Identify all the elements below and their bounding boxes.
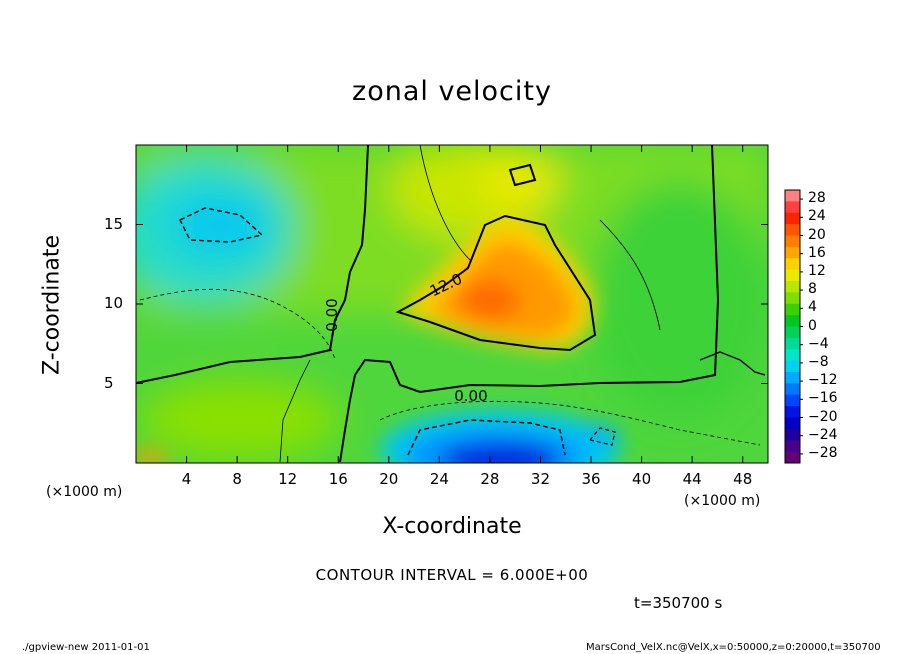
contour-neg6 bbox=[407, 419, 566, 456]
zero-contour-lower bbox=[339, 145, 720, 463]
contours bbox=[136, 145, 766, 463]
field-cold-core bbox=[440, 442, 560, 463]
x-unit-left: (×1000 m) bbox=[46, 484, 123, 500]
contour-label: 0.00 bbox=[454, 387, 488, 406]
colorbar-swatch bbox=[785, 212, 800, 225]
colorbar-label: −24 bbox=[808, 426, 838, 443]
contour-zero-noise bbox=[699, 351, 766, 376]
footer-right: MarsCond_VelX.nc@VelX,x=0:50000,z=0:2000… bbox=[586, 642, 881, 653]
colorbar-swatch bbox=[785, 190, 800, 202]
contour-neg6-lower bbox=[379, 400, 761, 446]
colorbar-swatch bbox=[785, 201, 800, 214]
field-yellowgreen-bottom bbox=[140, 380, 340, 460]
y-tick-label: 15 bbox=[104, 214, 124, 233]
y-tick-label: 10 bbox=[104, 294, 124, 312]
x-tick-label: 48 bbox=[733, 470, 753, 488]
x-tick-label: 16 bbox=[328, 470, 348, 488]
field-yellow-top-core bbox=[480, 150, 560, 210]
contour-12-top bbox=[508, 163, 537, 187]
colorbar-swatch bbox=[785, 440, 800, 453]
colorbar-swatch bbox=[785, 394, 800, 407]
colorbar-label: 20 bbox=[808, 226, 826, 243]
colorbar-swatch bbox=[785, 258, 800, 271]
colorbar bbox=[784, 189, 803, 464]
contour-label: 0.00 bbox=[322, 298, 341, 332]
colorbar-label: 12 bbox=[808, 262, 826, 279]
contour-6 bbox=[419, 145, 661, 331]
colorbar-swatch bbox=[785, 235, 800, 248]
colorbar-swatch bbox=[785, 292, 800, 305]
chart-title: zonal velocity bbox=[352, 76, 552, 107]
colorbar-swatch bbox=[785, 337, 800, 350]
time-label: t=350700 s bbox=[634, 594, 723, 612]
colorbar-swatch bbox=[785, 360, 800, 373]
x-unit-right: (×1000 m) bbox=[684, 493, 761, 509]
colorbar-swatch bbox=[785, 303, 800, 316]
x-tick-label: 28 bbox=[480, 470, 500, 488]
colorbar-swatch bbox=[785, 269, 800, 282]
x-tick-label: 32 bbox=[530, 470, 551, 488]
colorbar-swatch bbox=[785, 224, 800, 236]
contour-12 bbox=[395, 214, 597, 352]
x-tick-label: 8 bbox=[232, 470, 242, 488]
contour-neg6-right bbox=[588, 427, 616, 446]
colorbar-label: 8 bbox=[808, 281, 817, 298]
field-warm-core bbox=[460, 280, 520, 320]
field-cyan-core bbox=[170, 195, 270, 255]
colorbar-swatch bbox=[785, 451, 800, 464]
colorbar-label: 24 bbox=[808, 208, 826, 225]
x-tick-label: 24 bbox=[429, 470, 449, 488]
colorbar-swatch bbox=[785, 281, 800, 293]
contour-neg6-left bbox=[179, 207, 264, 243]
x-tick-label: 20 bbox=[379, 470, 399, 488]
colorbar-swatch bbox=[785, 326, 800, 339]
colorbar-swatch bbox=[785, 417, 800, 430]
colorbar-label: 16 bbox=[808, 244, 826, 261]
colorbar-swatch bbox=[785, 372, 800, 384]
colorbar-label: 4 bbox=[808, 299, 817, 316]
colorbar-label: −28 bbox=[808, 444, 838, 461]
colorbar-label: −16 bbox=[808, 390, 838, 407]
velocity-field bbox=[136, 145, 768, 463]
y-axis-label: Z-coordinate bbox=[39, 235, 65, 375]
x-ticks bbox=[186, 145, 744, 463]
contour-interval: CONTOUR INTERVAL = 6.000E+00 bbox=[315, 566, 589, 584]
zero-contour-upper bbox=[136, 145, 369, 384]
field-green-right bbox=[590, 180, 768, 420]
footer-left: ./gpview-new 2011-01-01 bbox=[22, 642, 150, 653]
y-ticks bbox=[136, 224, 768, 384]
colorbar-label: −4 bbox=[808, 335, 829, 352]
colorbar-label: 28 bbox=[808, 190, 826, 207]
colorbar-swatch bbox=[785, 349, 800, 362]
colorbar-label: −8 bbox=[808, 353, 829, 370]
x-tick-label: 12 bbox=[278, 470, 298, 488]
x-tick-label: 36 bbox=[581, 470, 601, 488]
colorbar-label: 0 bbox=[808, 317, 817, 334]
y-tick-label: 5 bbox=[104, 373, 114, 392]
colorbar-swatch bbox=[785, 406, 800, 418]
x-axis-label: X-coordinate bbox=[382, 514, 522, 539]
x-tick-label: 4 bbox=[181, 470, 192, 488]
contour-neg6-outer bbox=[139, 288, 336, 361]
x-tick-label: 44 bbox=[682, 470, 702, 488]
colorbar-swatch bbox=[785, 315, 800, 327]
colorbar-label: −20 bbox=[808, 408, 838, 425]
field-warm-corner bbox=[136, 450, 168, 463]
colorbar-label: −12 bbox=[808, 372, 838, 389]
x-tick-label: 40 bbox=[632, 470, 652, 488]
contour-6-bottom bbox=[279, 359, 311, 463]
colorbar-swatch bbox=[785, 246, 800, 259]
colorbar-swatch bbox=[785, 383, 800, 396]
colorbar-swatch bbox=[785, 428, 800, 441]
